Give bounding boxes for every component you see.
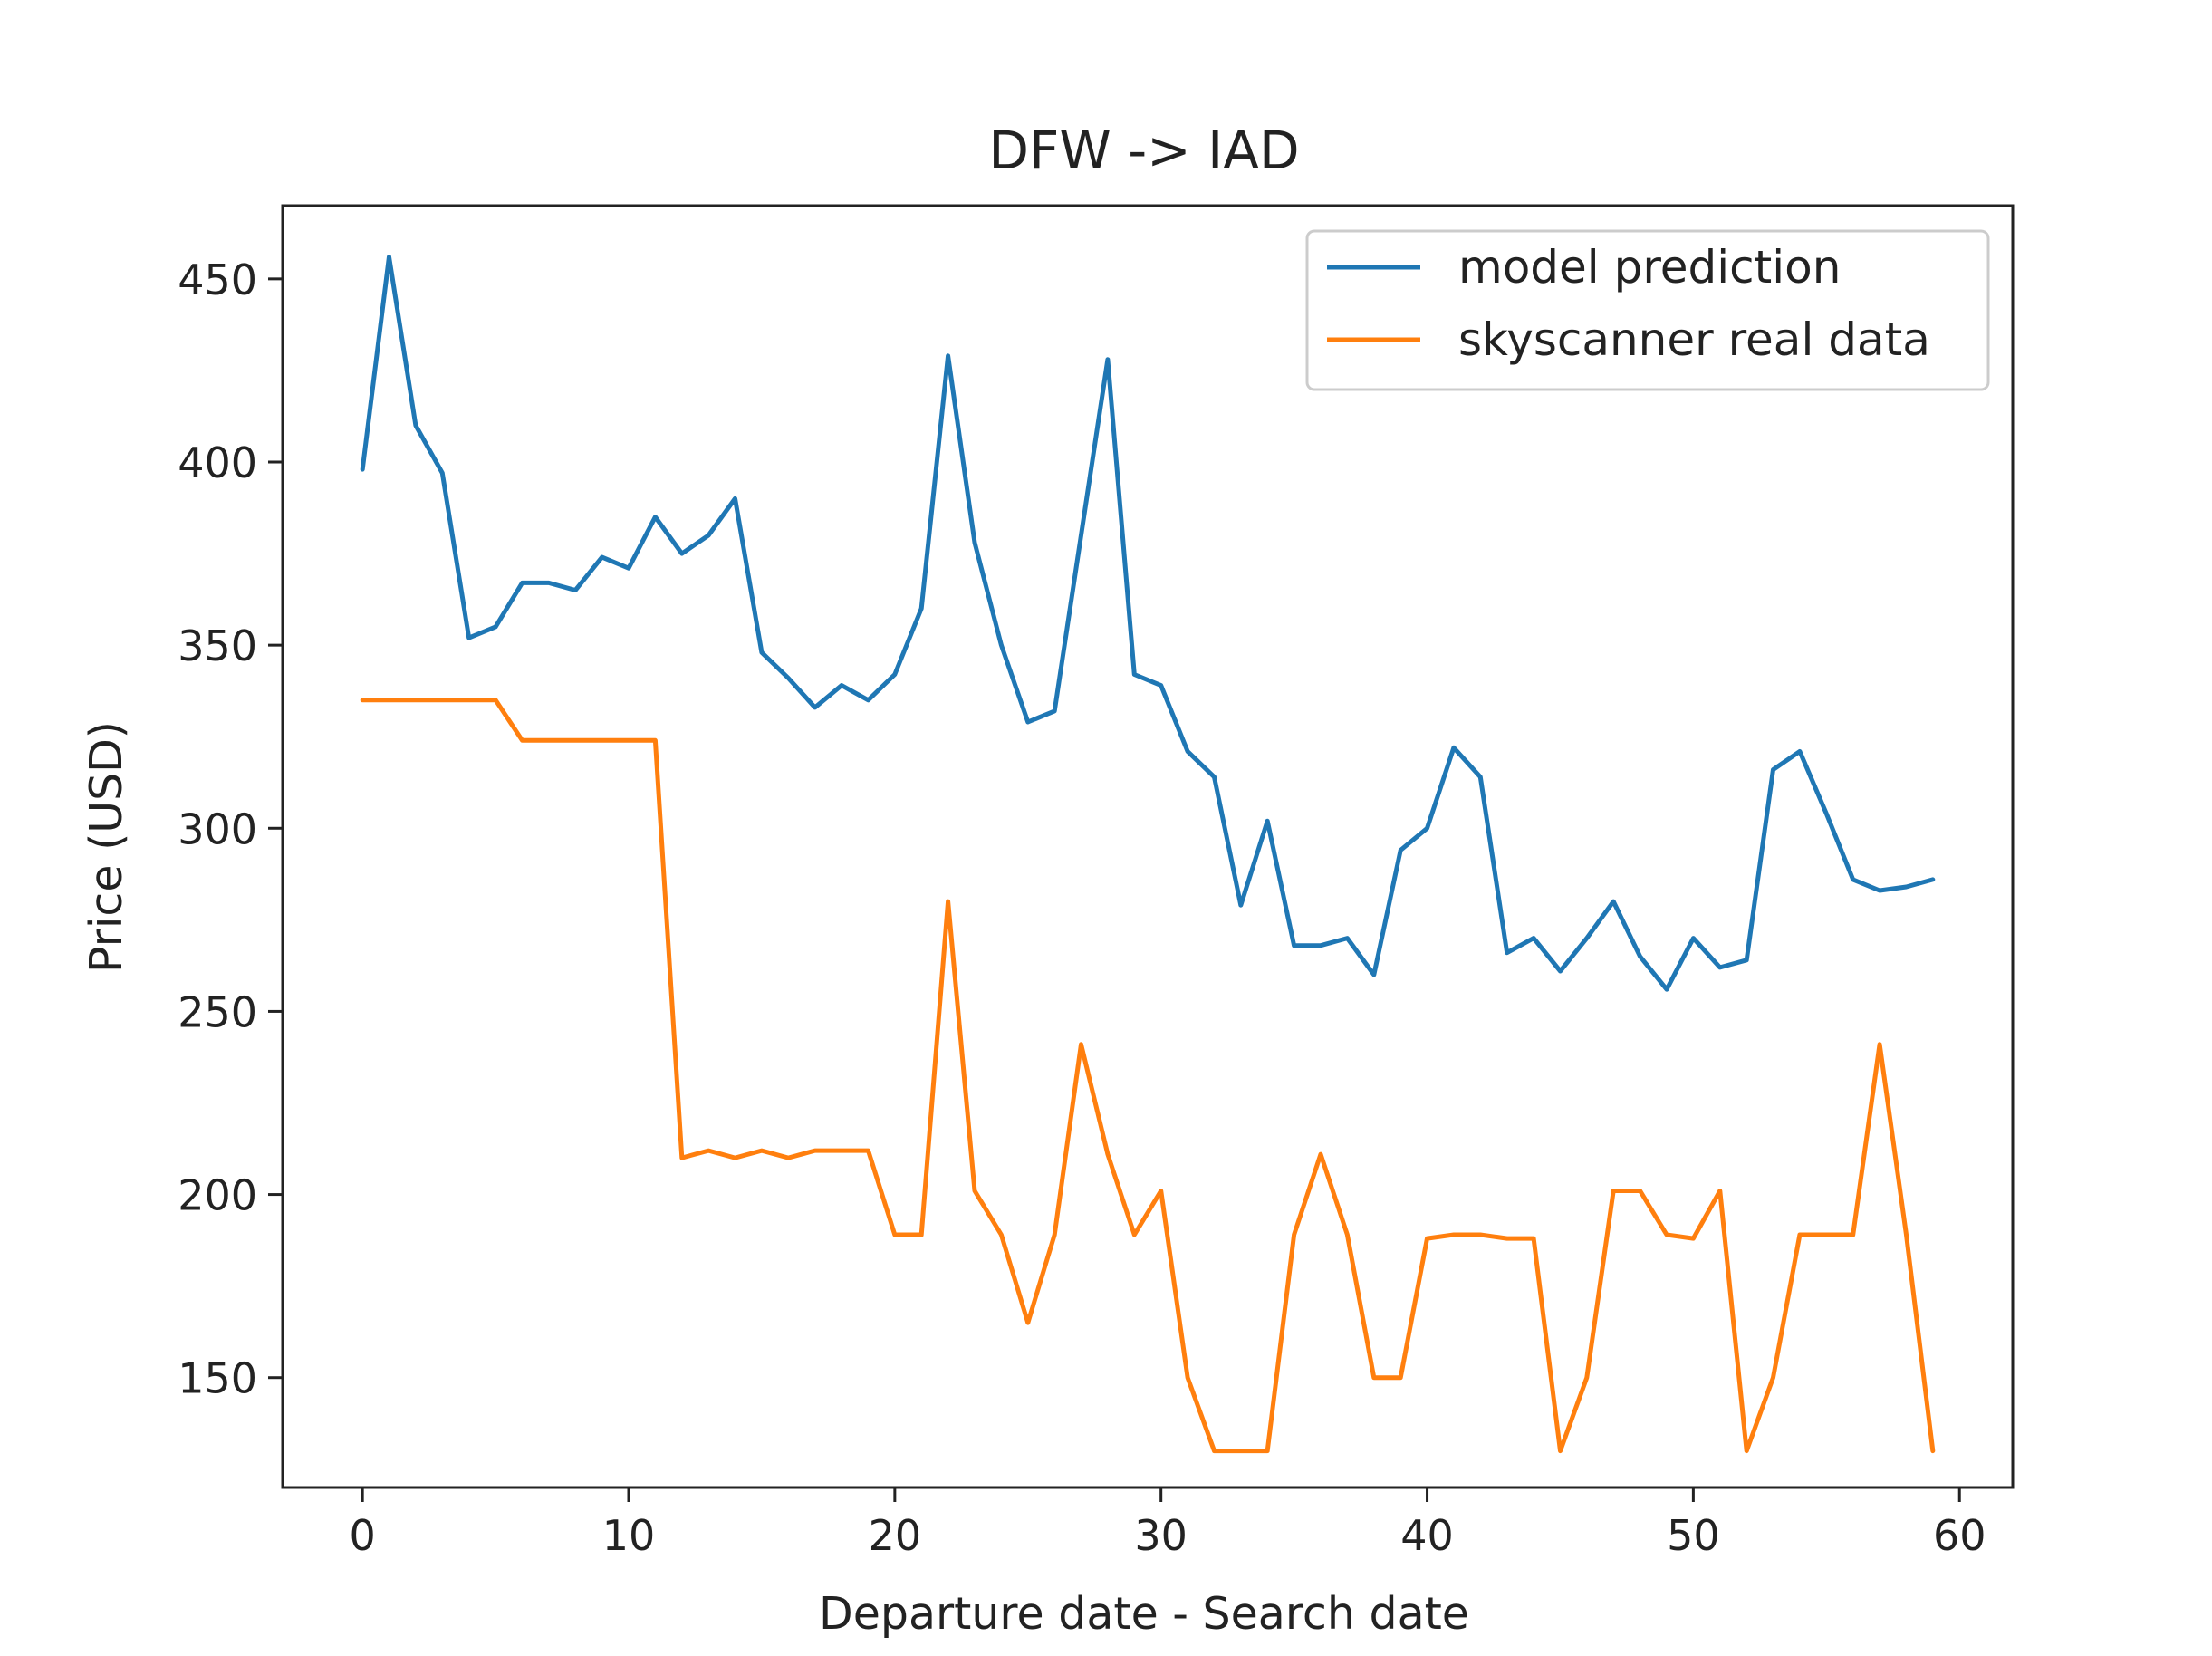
- y-tick-label: 150: [178, 1354, 257, 1403]
- x-tick-label: 30: [1134, 1511, 1188, 1560]
- y-tick-label: 300: [178, 804, 257, 853]
- x-tick-label: 60: [1933, 1511, 1986, 1560]
- chart-title: DFW -> IAD: [988, 120, 1299, 181]
- y-tick-label: 450: [178, 255, 257, 304]
- x-axis-label: Departure date - Search date: [819, 1588, 1469, 1640]
- legend-box: [1305, 229, 1990, 391]
- x-tick-label: 0: [350, 1511, 376, 1560]
- x-tick-label: 50: [1667, 1511, 1720, 1560]
- series-line-2: [360, 698, 1936, 1454]
- legend-label-1: model prediction: [1458, 241, 1841, 294]
- y-axis: 150 200 250 300 350 400 450: [178, 255, 283, 1403]
- x-tick-label: 20: [869, 1511, 922, 1560]
- legend-label-2: skyscanner real data: [1458, 313, 1930, 366]
- x-tick-label: 10: [602, 1511, 656, 1560]
- series-line-1: [360, 255, 1936, 992]
- y-tick-label: 200: [178, 1171, 257, 1220]
- y-tick-label: 250: [178, 987, 257, 1036]
- plot-frame: [281, 204, 2015, 1489]
- y-tick-label: 400: [178, 438, 257, 487]
- series-layer: [360, 255, 1936, 1454]
- y-tick-label: 350: [178, 621, 257, 670]
- legend: model prediction skyscanner real data: [1305, 229, 1990, 391]
- x-axis: 0 10 20 30 40 50 60: [350, 1488, 1986, 1560]
- x-tick-label: 40: [1400, 1511, 1454, 1560]
- y-axis-label: Price (USD): [81, 721, 132, 973]
